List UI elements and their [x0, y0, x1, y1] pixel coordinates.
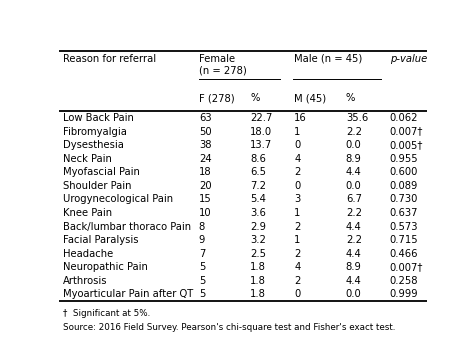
Text: 0.0: 0.0 [346, 290, 362, 299]
Text: Back/lumbar thoraco Pain: Back/lumbar thoraco Pain [63, 221, 191, 232]
Text: Myofascial Pain: Myofascial Pain [63, 167, 140, 177]
Text: Reason for referral: Reason for referral [63, 54, 156, 64]
Text: 4: 4 [294, 154, 301, 164]
Text: 15: 15 [199, 194, 211, 204]
Text: 3.2: 3.2 [250, 235, 266, 245]
Text: 1: 1 [294, 126, 301, 137]
Text: 7.2: 7.2 [250, 181, 266, 191]
Text: 0.007†: 0.007† [390, 262, 423, 272]
Text: 2.5: 2.5 [250, 249, 266, 259]
Text: 20: 20 [199, 181, 211, 191]
Text: %: % [346, 93, 355, 103]
Text: 5: 5 [199, 276, 205, 286]
Text: 2.2: 2.2 [346, 235, 362, 245]
Text: 2: 2 [294, 167, 301, 177]
Text: Neck Pain: Neck Pain [63, 154, 112, 164]
Text: 3.6: 3.6 [250, 208, 266, 218]
Text: Arthrosis: Arthrosis [63, 276, 108, 286]
Text: 24: 24 [199, 154, 211, 164]
Text: 6.5: 6.5 [250, 167, 266, 177]
Text: Shoulder Pain: Shoulder Pain [63, 181, 131, 191]
Text: 0.955: 0.955 [390, 154, 419, 164]
Text: 0.0: 0.0 [346, 140, 362, 150]
Text: Fibromyalgia: Fibromyalgia [63, 126, 127, 137]
Text: Neuropathic Pain: Neuropathic Pain [63, 262, 148, 272]
Text: 22.7: 22.7 [250, 113, 273, 123]
Text: Dysesthesia: Dysesthesia [63, 140, 124, 150]
Text: 18.0: 18.0 [250, 126, 273, 137]
Text: Low Back Pain: Low Back Pain [63, 113, 134, 123]
Text: Headache: Headache [63, 249, 113, 259]
Text: 0.600: 0.600 [390, 167, 418, 177]
Text: Knee Pain: Knee Pain [63, 208, 112, 218]
Text: 10: 10 [199, 208, 211, 218]
Text: 0.062: 0.062 [390, 113, 419, 123]
Text: 8.9: 8.9 [346, 262, 362, 272]
Text: 0: 0 [294, 290, 301, 299]
Text: 5.4: 5.4 [250, 194, 266, 204]
Text: 1.8: 1.8 [250, 262, 266, 272]
Text: 4.4: 4.4 [346, 221, 362, 232]
Text: 0.730: 0.730 [390, 194, 418, 204]
Text: 0.466: 0.466 [390, 249, 419, 259]
Text: 0.258: 0.258 [390, 276, 419, 286]
Text: 8.9: 8.9 [346, 154, 362, 164]
Text: 4: 4 [294, 262, 301, 272]
Text: 38: 38 [199, 140, 211, 150]
Text: %: % [250, 93, 260, 103]
Text: F (278): F (278) [199, 93, 235, 103]
Text: Urogynecological Pain: Urogynecological Pain [63, 194, 173, 204]
Text: 0.715: 0.715 [390, 235, 419, 245]
Text: 5: 5 [199, 290, 205, 299]
Text: 63: 63 [199, 113, 211, 123]
Text: 0.089: 0.089 [390, 181, 418, 191]
Text: 5: 5 [199, 262, 205, 272]
Text: 4.4: 4.4 [346, 167, 362, 177]
Text: 0.007†: 0.007† [390, 126, 423, 137]
Text: 0.637: 0.637 [390, 208, 419, 218]
Text: Female
(n = 278): Female (n = 278) [199, 54, 246, 75]
Text: 2.2: 2.2 [346, 208, 362, 218]
Text: 0.573: 0.573 [390, 221, 419, 232]
Text: 1.8: 1.8 [250, 290, 266, 299]
Text: 8.6: 8.6 [250, 154, 266, 164]
Text: Myoarticular Pain after QT: Myoarticular Pain after QT [63, 290, 193, 299]
Text: †  Significant at 5%.: † Significant at 5%. [63, 309, 150, 318]
Text: 1: 1 [294, 208, 301, 218]
Text: 18: 18 [199, 167, 211, 177]
Text: 3: 3 [294, 194, 301, 204]
Text: 6.7: 6.7 [346, 194, 362, 204]
Text: 35.6: 35.6 [346, 113, 368, 123]
Text: Source: 2016 Field Survey. Pearson's chi-square test and Fisher's exact test.: Source: 2016 Field Survey. Pearson's chi… [63, 323, 395, 332]
Text: 2: 2 [294, 249, 301, 259]
Text: 4.4: 4.4 [346, 249, 362, 259]
Text: 2: 2 [294, 276, 301, 286]
Text: 9: 9 [199, 235, 205, 245]
Text: 0: 0 [294, 181, 301, 191]
Text: 1.8: 1.8 [250, 276, 266, 286]
Text: 0: 0 [294, 140, 301, 150]
Text: M (45): M (45) [294, 93, 327, 103]
Text: 0.999: 0.999 [390, 290, 419, 299]
Text: 0.005†: 0.005† [390, 140, 423, 150]
Text: 7: 7 [199, 249, 205, 259]
Text: 2.9: 2.9 [250, 221, 266, 232]
Text: 13.7: 13.7 [250, 140, 273, 150]
Text: 0.0: 0.0 [346, 181, 362, 191]
Text: Male (n = 45): Male (n = 45) [294, 54, 363, 64]
Text: 2: 2 [294, 221, 301, 232]
Text: 2.2: 2.2 [346, 126, 362, 137]
Text: 16: 16 [294, 113, 307, 123]
Text: 8: 8 [199, 221, 205, 232]
Text: 1: 1 [294, 235, 301, 245]
Text: p-value: p-value [390, 54, 427, 64]
Text: Facial Paralysis: Facial Paralysis [63, 235, 138, 245]
Text: 4.4: 4.4 [346, 276, 362, 286]
Text: 50: 50 [199, 126, 211, 137]
